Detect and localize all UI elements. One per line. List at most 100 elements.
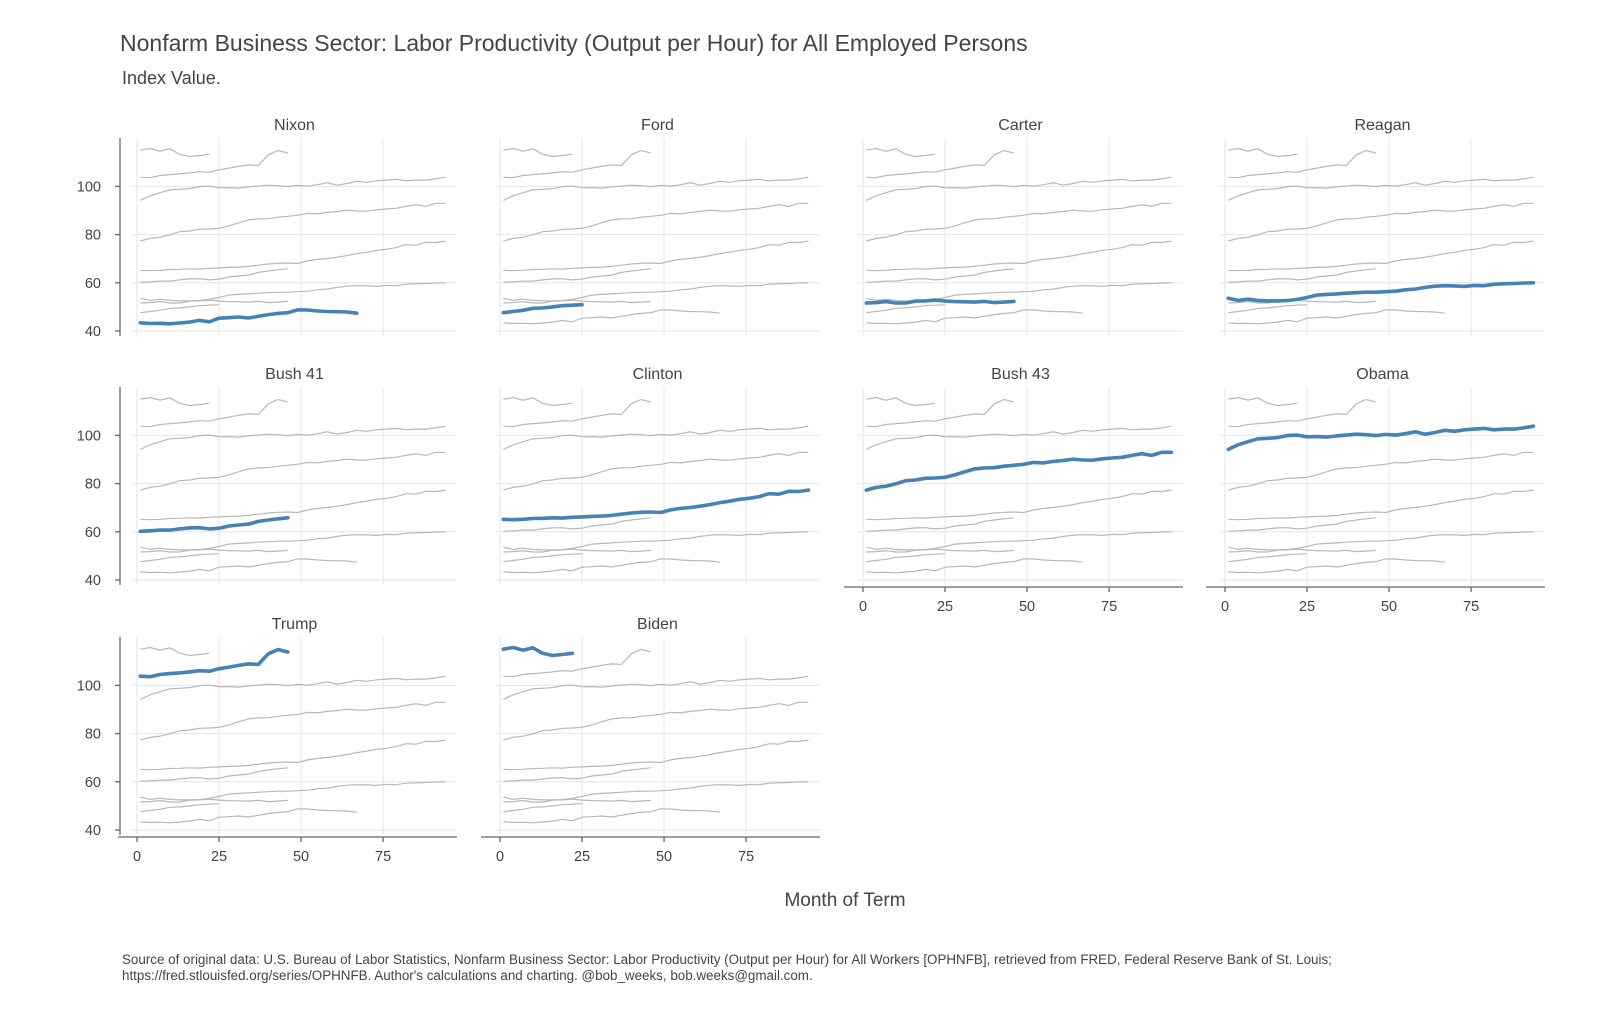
background-series-line xyxy=(1228,558,1445,574)
x-axis-label: Month of Term xyxy=(784,890,906,911)
background-series-line xyxy=(1228,202,1534,242)
source-caption: Source of original data: U.S. Bureau of … xyxy=(122,952,1332,983)
panel-obama: Obama 0 25 50 75 xyxy=(1206,366,1545,615)
background-series-line xyxy=(1228,489,1534,521)
background-series-line xyxy=(140,425,446,450)
background-series-line xyxy=(503,553,583,563)
background-series-line xyxy=(1228,176,1534,201)
background-series-line xyxy=(503,425,809,450)
background-series-line xyxy=(140,767,288,782)
panel-title: Bush 41 xyxy=(265,366,324,383)
background-series-line xyxy=(866,304,946,314)
y-tick-label: 40 xyxy=(85,324,101,340)
series-line-nixon xyxy=(138,307,359,326)
panel-bush-41: Bush 41 40 60 80 100 xyxy=(77,366,457,589)
background-series-line xyxy=(866,531,1172,551)
background-series-line xyxy=(1228,147,1298,158)
panel-title: Biden xyxy=(637,616,678,633)
panel-ford: Ford xyxy=(495,117,820,336)
background-series-line xyxy=(140,646,210,657)
x-tick-label: 25 xyxy=(574,849,590,865)
x-tick-label: 50 xyxy=(656,849,672,865)
background-series-line xyxy=(140,531,446,551)
background-series-line xyxy=(140,739,446,771)
y-tick-label: 60 xyxy=(85,276,101,292)
series-line-obama xyxy=(1226,424,1536,452)
panel-biden: Biden 0 25 50 75 xyxy=(481,616,820,865)
background-series-line xyxy=(503,548,651,553)
background-series-line xyxy=(1228,299,1376,304)
panel-nixon: Nixon 40 60 80 100 xyxy=(77,117,457,340)
background-series-line xyxy=(140,451,446,491)
background-series-line xyxy=(866,202,1172,242)
x-tick-label: 50 xyxy=(1019,599,1035,615)
series-line-clinton xyxy=(501,488,811,522)
background-series-line xyxy=(140,202,446,242)
background-series-line xyxy=(503,282,809,302)
y-tick-label: 100 xyxy=(77,428,101,444)
panel-title: Trump xyxy=(272,616,318,633)
background-series-line xyxy=(140,808,357,824)
panel-title: Obama xyxy=(1356,366,1409,383)
x-tick-label: 75 xyxy=(375,849,391,865)
background-series-line xyxy=(866,553,946,563)
background-series-line xyxy=(140,781,446,801)
background-series-line xyxy=(140,396,210,407)
background-series-line xyxy=(1228,517,1376,532)
background-series-line xyxy=(140,553,220,563)
background-series-line xyxy=(503,798,651,803)
background-series-line xyxy=(866,176,1172,201)
panel-trump: Trump 40 60 80 100 0 25 50 75 xyxy=(77,616,457,865)
background-series-line xyxy=(1228,451,1534,491)
background-series-line xyxy=(503,531,809,551)
background-series-line xyxy=(1228,396,1298,407)
x-tick-label: 0 xyxy=(133,849,141,865)
background-series-line xyxy=(503,268,651,283)
background-series-line xyxy=(140,304,220,314)
background-series-line xyxy=(503,451,809,491)
y-tick-label: 80 xyxy=(85,228,101,244)
background-series-line xyxy=(866,425,1172,450)
background-series-line xyxy=(503,517,651,532)
background-series-line xyxy=(1228,304,1308,314)
series-line-bush-41 xyxy=(138,515,290,534)
background-series-line xyxy=(866,309,1083,325)
panel-title: Clinton xyxy=(633,366,683,383)
background-series-line xyxy=(503,739,809,771)
background-series-line xyxy=(866,240,1172,272)
background-series-line xyxy=(140,548,288,553)
panel-title: Nixon xyxy=(274,117,315,134)
background-series-line xyxy=(503,240,809,272)
x-tick-label: 0 xyxy=(1221,599,1229,615)
background-series-line xyxy=(140,489,446,521)
series-line-biden xyxy=(501,645,575,658)
background-series-line xyxy=(866,398,1015,428)
chart-title: Nonfarm Business Sector: Labor Productiv… xyxy=(120,30,1028,56)
y-tick-label: 80 xyxy=(85,727,101,743)
panel-title: Reagan xyxy=(1354,117,1410,134)
x-tick-label: 75 xyxy=(1463,599,1479,615)
series-line-trump xyxy=(138,647,290,679)
background-series-line xyxy=(503,396,573,407)
background-series-line xyxy=(503,398,652,428)
background-series-line xyxy=(866,268,1014,283)
panel-clinton: Clinton xyxy=(495,366,820,585)
background-series-line xyxy=(866,149,1015,179)
x-tick-label: 0 xyxy=(859,599,867,615)
background-series-line xyxy=(503,558,720,574)
background-series-line xyxy=(140,675,446,700)
y-tick-label: 60 xyxy=(85,775,101,791)
background-series-line xyxy=(503,803,583,813)
y-tick-label: 60 xyxy=(85,525,101,541)
panel-title: Ford xyxy=(641,117,674,134)
background-series-line xyxy=(140,398,289,428)
background-series-line xyxy=(503,176,809,201)
background-series-line xyxy=(503,781,809,801)
y-tick-label: 40 xyxy=(85,573,101,589)
series-line-carter xyxy=(864,298,1016,305)
y-tick-label: 100 xyxy=(77,678,101,694)
series-line-reagan xyxy=(1226,280,1536,303)
background-series-line xyxy=(866,548,1014,553)
background-series-line xyxy=(1228,398,1377,428)
x-tick-label: 75 xyxy=(1101,599,1117,615)
